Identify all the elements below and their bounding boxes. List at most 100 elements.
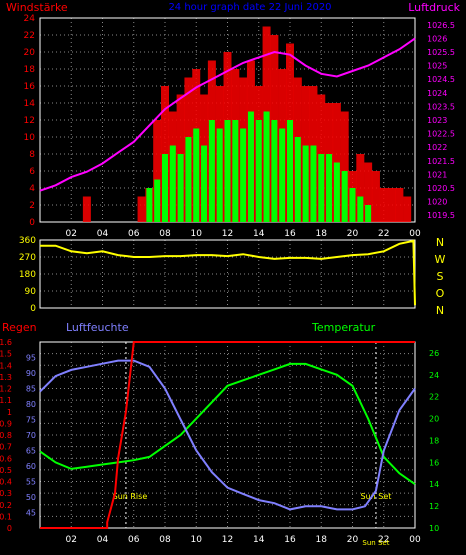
rain-tick-label: 0.7 — [0, 443, 12, 452]
wind-bar — [310, 145, 317, 222]
x-tick-label: 16 — [284, 535, 296, 545]
pressure-tick-label: 1023 — [427, 116, 447, 125]
x-tick-label: 20 — [347, 535, 359, 545]
wind-tick-label: 4 — [29, 184, 35, 194]
rain-tick-label: 0.1 — [0, 512, 12, 521]
wind-bar — [287, 120, 293, 222]
wind-bar — [201, 145, 208, 222]
wind-bar — [294, 137, 301, 222]
wind-bar — [318, 154, 325, 222]
temperature-axis-label: Temperatur — [311, 321, 376, 334]
wind-tick-label: 16 — [24, 82, 36, 92]
wind-tick-label: 12 — [24, 116, 35, 126]
rain-axis-label: Regen — [2, 321, 37, 334]
rain-line — [40, 341, 415, 529]
wind-tick-label: 24 — [24, 14, 36, 24]
rain-tick-label: 1 — [7, 408, 12, 417]
direction-line — [40, 239, 416, 306]
x-tick-label: 16 — [284, 229, 296, 239]
x-tick-label: 02 — [66, 535, 77, 545]
sunset-annotation: Sun Set — [360, 492, 391, 501]
x-tick-label: 04 — [97, 229, 109, 239]
humidity-tick-label: 55 — [26, 478, 36, 487]
humidity-tick-label: 85 — [26, 385, 36, 394]
rain-tick-label: 1.2 — [0, 385, 12, 394]
pressure-tick-label: 1024.5 — [427, 75, 455, 84]
direction-tick-label: 90 — [25, 287, 37, 297]
humidity-tick-label: 95 — [26, 354, 36, 363]
humidity-tick-label: 90 — [26, 369, 36, 378]
wind-bar — [208, 120, 215, 222]
gust-bar — [137, 196, 146, 222]
gust-bar — [395, 188, 404, 222]
sunrise-annotation: Sun Rise — [113, 492, 148, 501]
pressure-tick-label: 1022 — [427, 143, 447, 152]
humidity-tick-label: 70 — [26, 431, 36, 440]
gust-bar — [364, 162, 373, 222]
wind-bar — [247, 111, 254, 222]
rain-tick-label: 1.1 — [0, 396, 12, 405]
x-tick-label: 18 — [316, 229, 328, 239]
humidity-axis-label: Luftfeuchte — [66, 321, 129, 334]
wind-bar — [224, 120, 231, 222]
rain-tick-label: 0.9 — [0, 419, 12, 428]
x-tick-label: 06 — [128, 535, 140, 545]
wind-bar — [326, 154, 333, 222]
rain-tick-label: 0.4 — [0, 478, 12, 487]
direction-tick-label: 0 — [30, 304, 36, 314]
pressure-tick-label: 1026 — [427, 34, 447, 43]
rain-tick-label: 1.3 — [0, 373, 12, 382]
pressure-tick-label: 1020 — [427, 198, 447, 207]
gust-bar — [403, 196, 412, 222]
temperature-tick-label: 18 — [429, 436, 439, 445]
pressure-tick-label: 1019.5 — [427, 211, 455, 220]
compass-label: N — [436, 304, 444, 317]
direction-tick-label: 270 — [19, 253, 36, 263]
gust-bar — [379, 188, 388, 222]
humidity-tick-label: 75 — [26, 416, 36, 425]
wind-bar — [169, 145, 176, 222]
x-tick-label: 08 — [159, 535, 171, 545]
x-tick-label: 10 — [191, 229, 203, 239]
gust-bar — [153, 120, 162, 222]
x-tick-label: 00 — [409, 535, 421, 545]
rain-tick-label: 0.5 — [0, 466, 12, 475]
gust-bar — [82, 196, 91, 222]
x-tick-label: 02 — [66, 229, 77, 239]
wind-tick-label: 22 — [24, 31, 35, 41]
humidity-tick-label: 50 — [26, 493, 36, 502]
x-tick-label: 12 — [222, 229, 233, 239]
temperature-tick-label: 14 — [429, 480, 439, 489]
pressure-tick-label: 1024 — [427, 89, 447, 98]
compass-label: W — [435, 253, 446, 266]
wind-bar — [162, 154, 168, 222]
compass-label: N — [436, 236, 444, 249]
wind-bar — [333, 162, 340, 222]
rain-tick-label: 1.4 — [0, 361, 12, 370]
x-tick-label: 14 — [253, 535, 265, 545]
wind-bar — [240, 128, 247, 222]
compass-label: S — [437, 270, 444, 283]
wind-tick-label: 20 — [24, 48, 36, 58]
gust-bar — [371, 171, 380, 222]
humidity-tick-label: 65 — [26, 447, 36, 456]
wind-tick-label: 6 — [29, 167, 35, 177]
x-tick-label: 14 — [253, 229, 265, 239]
pressure-axis-label: Luftdruck — [408, 1, 460, 14]
wind-tick-label: 2 — [29, 201, 35, 211]
humidity-tick-label: 60 — [26, 462, 36, 471]
wind-pressure-panel: 24 hour graph date 22 Juni 2020 Windstär… — [6, 1, 461, 239]
rain-tick-label: 1.5 — [0, 350, 12, 359]
wind-tick-label: 8 — [29, 150, 35, 160]
wind-bar — [357, 196, 364, 222]
direction-tick-label: 180 — [19, 270, 36, 280]
rain-tick-label: 0.8 — [0, 431, 12, 440]
x-tick-label: 04 — [97, 535, 109, 545]
gust-bar — [387, 188, 396, 222]
wind-bar — [302, 145, 309, 222]
rain-tick-label: 0.2 — [0, 501, 12, 510]
wind-bar — [341, 171, 348, 222]
x-tick-label: 06 — [128, 229, 140, 239]
wind-bar — [154, 179, 161, 222]
temperature-tick-label: 20 — [429, 415, 439, 424]
